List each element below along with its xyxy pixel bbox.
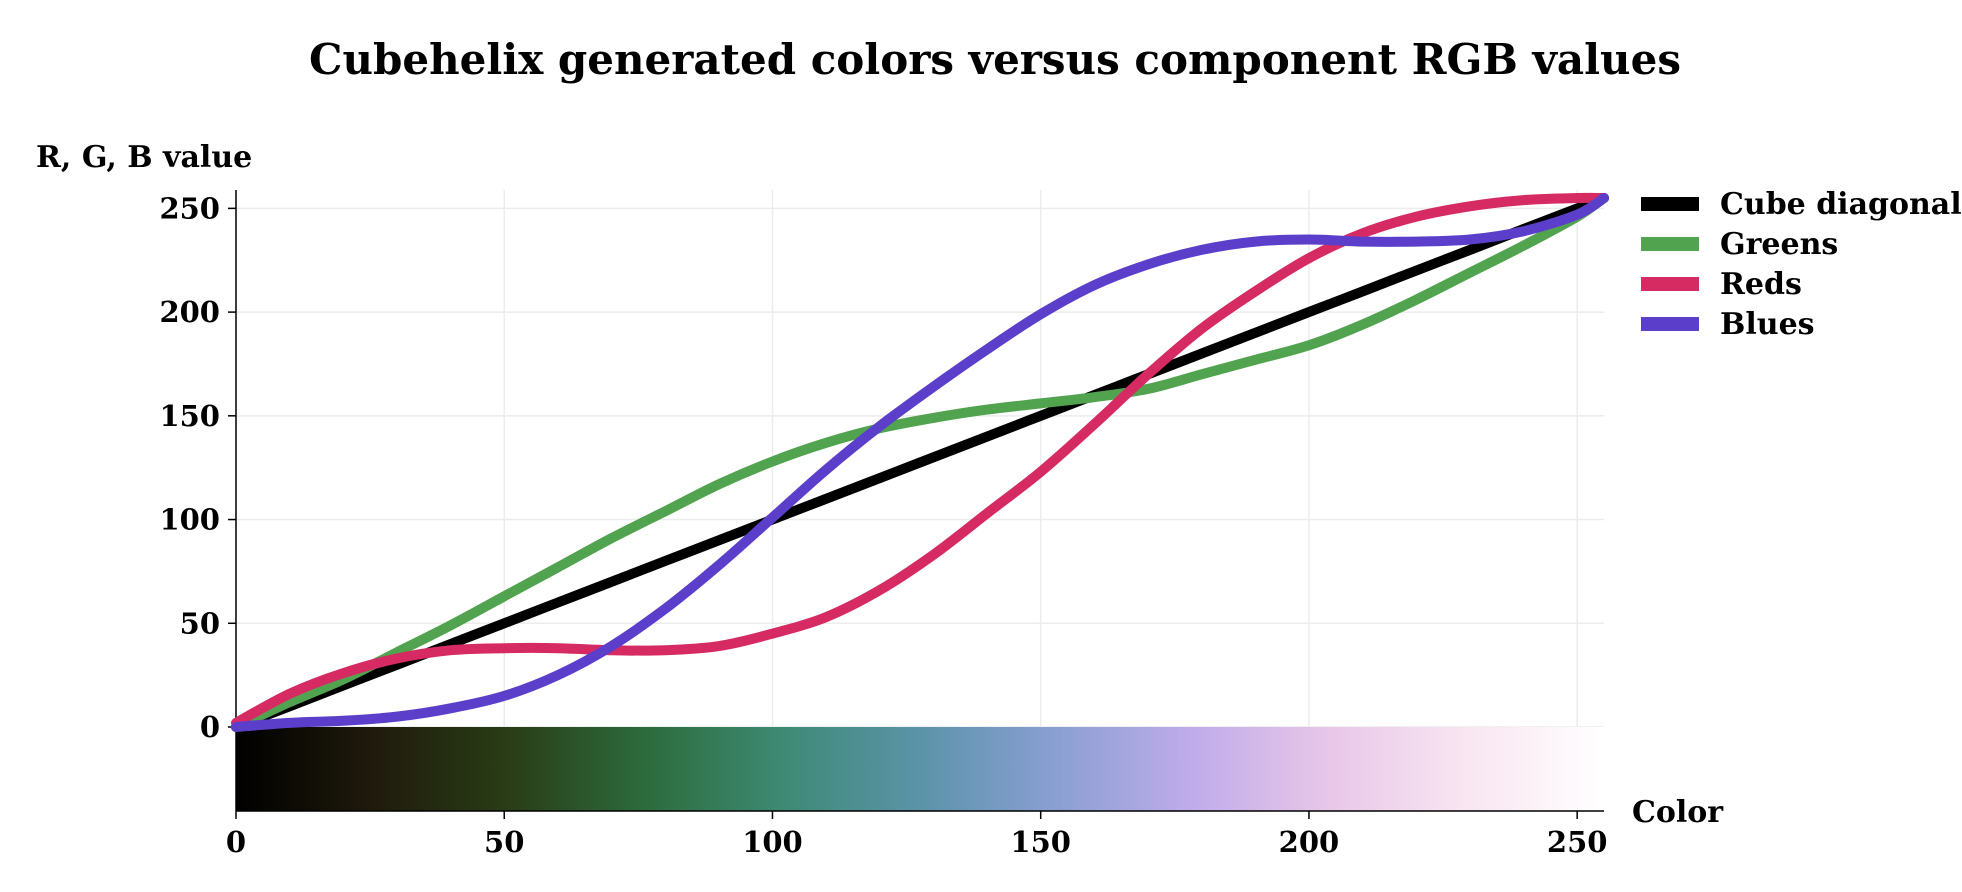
x-tick-label: 150 — [1010, 825, 1071, 859]
legend: Cube diagonal Greens Reds Blues — [1641, 187, 1962, 342]
legend-swatch-cube-diagonal — [1641, 197, 1699, 211]
series-line-greens — [231, 193, 1609, 732]
colorbar — [236, 727, 1604, 811]
legend-label-cube-diagonal: Cube diagonal — [1720, 187, 1962, 222]
series-line-cube-diagonal — [231, 193, 1609, 732]
series-line-reds — [231, 192, 1609, 728]
y-axis-ticks: 0 50 100 150 200 250 — [159, 191, 236, 744]
series-line-blues — [231, 193, 1609, 732]
legend-swatch-greens — [1641, 237, 1699, 251]
y-axis-label: R, G, B value — [36, 140, 252, 175]
y-tick-label: 0 — [200, 710, 220, 744]
chart-title: Cubehelix generated colors versus compon… — [309, 35, 1681, 84]
legend-label-blues: Blues — [1720, 307, 1815, 342]
series-lines — [231, 192, 1609, 732]
legend-swatch-blues — [1641, 317, 1699, 331]
x-tick-label: 100 — [742, 825, 803, 859]
x-tick-label: 50 — [484, 825, 524, 859]
x-tick-label: 250 — [1547, 825, 1608, 859]
y-tick-label: 50 — [180, 606, 220, 640]
y-tick-label: 100 — [159, 503, 220, 537]
y-tick-label: 250 — [159, 191, 220, 225]
legend-label-greens: Greens — [1720, 227, 1838, 262]
x-tick-label: 0 — [226, 825, 246, 859]
legend-label-reds: Reds — [1720, 267, 1802, 302]
x-axis-label: Color — [1632, 795, 1724, 830]
y-tick-label: 200 — [159, 295, 220, 329]
x-tick-label: 200 — [1279, 825, 1340, 859]
x-axis-ticks: 0 50 100 150 200 250 — [226, 811, 1608, 859]
legend-swatch-reds — [1641, 277, 1699, 291]
y-tick-label: 150 — [159, 399, 220, 433]
